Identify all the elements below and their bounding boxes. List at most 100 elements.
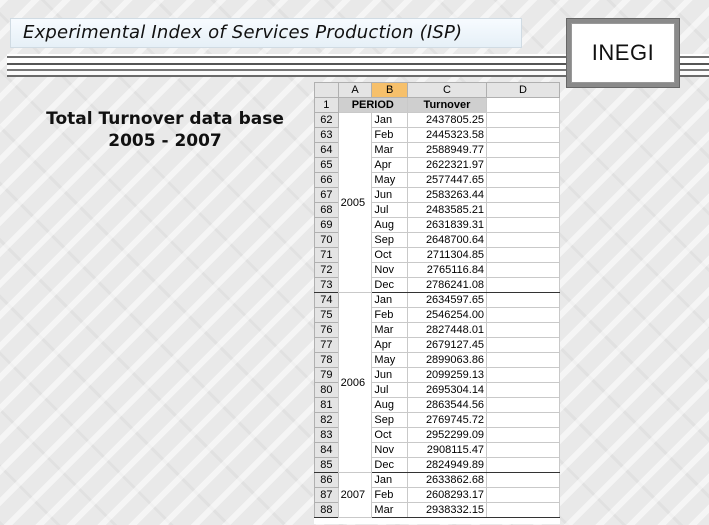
turnover-cell[interactable]: 2769745.72 [406,412,488,428]
turnover-header-cell[interactable]: Turnover [406,97,488,113]
turnover-cell[interactable]: 2952299.09 [406,427,488,443]
empty-cell[interactable] [486,427,560,443]
month-cell[interactable]: Mar [371,502,408,518]
row-number[interactable]: 73 [314,277,339,293]
turnover-cell[interactable]: 2679127.45 [406,337,488,353]
month-cell[interactable]: Oct [371,427,408,443]
column-header-d[interactable]: D [486,82,560,98]
month-cell[interactable]: Jan [371,112,408,128]
month-cell[interactable]: Jan [371,292,408,308]
row-number[interactable]: 84 [314,442,339,458]
empty-cell[interactable] [486,112,560,128]
month-cell[interactable]: Dec [371,457,408,473]
empty-cell[interactable] [486,292,560,308]
empty-cell[interactable] [486,217,560,233]
turnover-cell[interactable]: 2588949.77 [406,142,488,158]
month-cell[interactable]: Jul [371,382,408,398]
month-cell[interactable]: Jun [371,187,408,203]
empty-cell[interactable] [486,262,560,278]
empty-cell[interactable] [486,382,560,398]
year-cell[interactable]: 2006 [337,292,373,473]
row-number[interactable]: 70 [314,232,339,248]
row-number[interactable]: 81 [314,397,339,413]
empty-cell[interactable] [486,172,560,188]
empty-cell[interactable] [486,247,560,263]
empty-cell[interactable] [486,187,560,203]
turnover-cell[interactable]: 2546254.00 [406,307,488,323]
turnover-cell[interactable]: 2099259.13 [406,367,488,383]
column-header-b[interactable]: B [371,82,408,98]
row-number[interactable]: 79 [314,367,339,383]
turnover-cell[interactable]: 2577447.65 [406,172,488,188]
row-number[interactable]: 78 [314,352,339,368]
turnover-cell[interactable]: 2938332.15 [406,502,488,518]
turnover-cell[interactable]: 2827448.01 [406,322,488,338]
empty-cell[interactable] [486,367,560,383]
month-cell[interactable]: Jul [371,202,408,218]
row-number[interactable]: 87 [314,487,339,503]
month-cell[interactable]: Sep [371,232,408,248]
turnover-cell[interactable]: 2765116.84 [406,262,488,278]
row-number[interactable]: 88 [314,502,339,518]
month-cell[interactable]: Aug [371,397,408,413]
empty-cell[interactable] [486,202,560,218]
month-cell[interactable]: May [371,352,408,368]
select-all-corner[interactable] [314,82,339,98]
empty-cell[interactable] [486,277,560,293]
empty-cell[interactable] [486,142,560,158]
empty-cell[interactable] [486,397,560,413]
row-number[interactable]: 80 [314,382,339,398]
empty-cell[interactable] [486,127,560,143]
empty-cell[interactable] [486,412,560,428]
month-cell[interactable]: Sep [371,412,408,428]
row-number[interactable]: 62 [314,112,339,128]
month-cell[interactable]: Aug [371,217,408,233]
row-number[interactable]: 67 [314,187,339,203]
turnover-cell[interactable]: 2631839.31 [406,217,488,233]
row-number[interactable]: 65 [314,157,339,173]
row-number[interactable]: 77 [314,337,339,353]
month-cell[interactable]: May [371,172,408,188]
row-number[interactable]: 72 [314,262,339,278]
turnover-cell[interactable]: 2648700.64 [406,232,488,248]
column-header-c[interactable]: C [406,82,488,98]
month-cell[interactable]: Mar [371,322,408,338]
row-number[interactable]: 82 [314,412,339,428]
column-header-a[interactable]: A [337,82,373,98]
month-cell[interactable]: Dec [371,277,408,293]
empty-cell[interactable] [486,157,560,173]
month-cell[interactable]: Apr [371,337,408,353]
turnover-cell[interactable]: 2863544.56 [406,397,488,413]
year-cell[interactable]: 2005 [337,112,373,293]
empty-cell[interactable] [486,442,560,458]
row-number[interactable]: 66 [314,172,339,188]
turnover-cell[interactable]: 2483585.21 [406,202,488,218]
month-cell[interactable]: Feb [371,487,408,503]
turnover-cell[interactable]: 2824949.89 [406,457,488,473]
turnover-cell[interactable]: 2608293.17 [406,487,488,503]
period-header-cell[interactable]: PERIOD [337,97,408,113]
turnover-cell[interactable]: 2711304.85 [406,247,488,263]
row-number[interactable]: 63 [314,127,339,143]
turnover-cell[interactable]: 2899063.86 [406,352,488,368]
month-cell[interactable]: Apr [371,157,408,173]
month-cell[interactable]: Mar [371,142,408,158]
empty-cell[interactable] [486,472,560,488]
row-number[interactable]: 69 [314,217,339,233]
empty-cell[interactable] [486,232,560,248]
row-number[interactable]: 85 [314,457,339,473]
empty-cell[interactable] [486,337,560,353]
empty-cell[interactable] [486,487,560,503]
empty-cell[interactable] [486,307,560,323]
row-number[interactable]: 1 [314,97,339,113]
row-number[interactable]: 83 [314,427,339,443]
year-cell[interactable]: 2007 [337,472,373,518]
month-cell[interactable]: Jan [371,472,408,488]
empty-cell[interactable] [486,352,560,368]
turnover-cell[interactable]: 2622321.97 [406,157,488,173]
row-number[interactable]: 74 [314,292,339,308]
turnover-cell[interactable]: 2583263.44 [406,187,488,203]
empty-cell[interactable] [486,97,560,113]
turnover-cell[interactable]: 2437805.25 [406,112,488,128]
turnover-cell[interactable]: 2445323.58 [406,127,488,143]
